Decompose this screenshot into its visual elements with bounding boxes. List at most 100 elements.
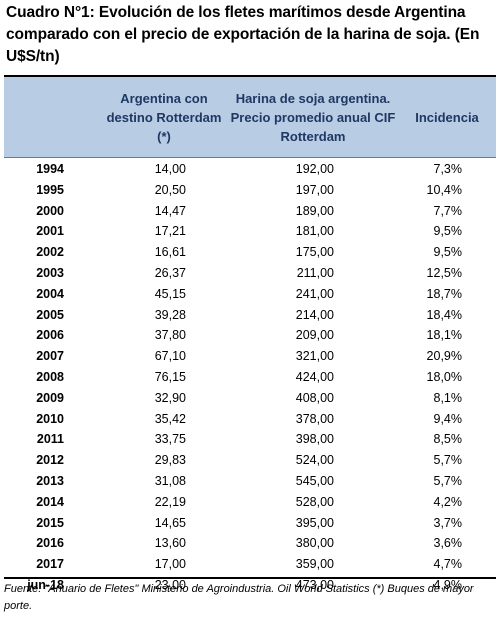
harina-cell: 395,00 (295, 515, 334, 530)
argentina-cell: 22,19 (154, 494, 186, 509)
argentina-cell: 67,10 (154, 349, 186, 364)
harina-cell: 378,00 (295, 411, 334, 426)
incidencia-cell: 3,7% (433, 515, 463, 530)
header-rule (4, 157, 496, 158)
table-row: 2007 67,10 321,00 20,9% (4, 347, 496, 368)
table-row: 2001 17,21 181,00 9,5% (4, 222, 496, 243)
argentina-cell: 45,15 (154, 286, 186, 301)
harina-cell: 209,00 (295, 328, 334, 343)
header-harina-soja: Harina de soja argentina. Precio promedi… (230, 91, 396, 144)
harina-cell: 241,00 (295, 286, 334, 301)
table-body: 1994 14,00 192,00 7,3% 1995 20,50 197,00 10,4%… (4, 160, 496, 597)
harina-cell: 321,00 (295, 349, 334, 364)
argentina-cell: 37,80 (154, 328, 186, 343)
incidencia-cell: 18,0% (426, 369, 462, 384)
argentina-cell: 17,00 (154, 557, 186, 572)
argentina-cell: 29,83 (154, 453, 186, 468)
table-row: 2015 14,65 395,00 3,7% (4, 514, 496, 535)
incidencia-cell: 9,4% (433, 411, 463, 426)
header-argentina-rotterdam: Argentina con destino Rotterdam (*) (106, 91, 222, 144)
year-cell: 2013 (36, 473, 64, 488)
year-cell: 2002 (36, 245, 64, 260)
year-cell: 2006 (36, 328, 64, 343)
table-row: 2013 31,08 545,00 5,7% (4, 472, 496, 493)
table-row: 2016 13,60 380,00 3,6% (4, 534, 496, 555)
harina-cell: 181,00 (295, 224, 334, 239)
incidencia-cell: 18,1% (426, 328, 462, 343)
table-header: Argentina con destino Rotterdam (*) Hari… (4, 77, 496, 157)
year-cell: 1995 (36, 182, 64, 197)
year-cell: 2008 (36, 369, 64, 384)
incidencia-cell: 10,4% (426, 182, 462, 197)
year-cell: jun-18 (27, 577, 64, 592)
argentina-cell: 17,21 (154, 224, 186, 239)
harina-cell: 214,00 (295, 307, 334, 322)
header-incidencia: Incidencia (415, 110, 479, 125)
argentina-cell: 76,15 (154, 369, 186, 384)
year-cell: 2014 (36, 494, 64, 509)
year-cell: 2005 (36, 307, 64, 322)
argentina-cell: 39,28 (154, 307, 186, 322)
harina-cell: 528,00 (295, 494, 334, 509)
incidencia-cell: 18,7% (426, 286, 462, 301)
incidencia-cell: 8,1% (433, 390, 463, 405)
year-cell: 2016 (36, 536, 64, 551)
table-row: 2010 35,42 378,00 9,4% (4, 410, 496, 431)
incidencia-cell: 3,6% (433, 536, 463, 551)
argentina-cell: 35,42 (154, 411, 186, 426)
table-row: 2012 29,83 524,00 5,7% (4, 451, 496, 472)
argentina-cell: 16,61 (154, 245, 186, 260)
harina-cell: 175,00 (295, 245, 334, 260)
table-row: 2003 26,37 211,00 12,5% (4, 264, 496, 285)
harina-cell: 380,00 (295, 536, 334, 551)
incidencia-cell: 12,5% (426, 265, 462, 280)
incidencia-cell: 18,4% (426, 307, 462, 322)
harina-cell: 192,00 (295, 162, 334, 176)
harina-cell: 197,00 (295, 182, 334, 197)
year-cell: 2010 (36, 411, 64, 426)
harina-cell: 189,00 (295, 203, 334, 218)
year-cell: 1994 (36, 162, 64, 176)
argentina-cell: 13,60 (154, 536, 186, 551)
table-row: 2009 32,90 408,00 8,1% (4, 389, 496, 410)
bottom-rule (4, 577, 496, 579)
table-row: 2014 22,19 528,00 4,2% (4, 493, 496, 514)
incidencia-cell: 8,5% (433, 432, 463, 447)
incidencia-cell: 4,9% (433, 577, 463, 592)
incidencia-cell: 9,5% (433, 245, 463, 260)
table-row: 2011 33,75 398,00 8,5% (4, 430, 496, 451)
harina-cell: 359,00 (295, 557, 334, 572)
incidencia-cell: 9,5% (433, 224, 463, 239)
year-cell: 2004 (36, 286, 64, 301)
year-cell: 2012 (36, 453, 64, 468)
argentina-cell: 14,47 (154, 203, 186, 218)
year-cell: 2000 (36, 203, 64, 218)
argentina-cell: 33,75 (154, 432, 186, 447)
harina-cell: 211,00 (296, 265, 334, 280)
incidencia-cell: 5,7% (433, 473, 463, 488)
argentina-cell: 14,00 (154, 162, 186, 176)
argentina-cell: 26,37 (154, 265, 186, 280)
incidencia-cell: 7,7% (433, 203, 463, 218)
year-cell: 2009 (36, 390, 64, 405)
year-cell: 2003 (36, 265, 64, 280)
incidencia-cell: 5,7% (433, 453, 463, 468)
harina-cell: 424,00 (295, 369, 334, 384)
year-cell: 2011 (36, 432, 64, 447)
source-note: Fuente: "Anuario de Fletes" Ministerio d… (4, 583, 474, 612)
table-row: 2005 39,28 214,00 18,4% (4, 306, 496, 327)
table-row: 2004 45,15 241,00 18,7% (4, 285, 496, 306)
argentina-cell: 14,65 (154, 515, 186, 530)
table-row: jun-18 23,00 473,00 4,9% (4, 576, 496, 597)
table-row: 2002 16,61 175,00 9,5% (4, 243, 496, 264)
incidencia-cell: 7,3% (433, 162, 463, 176)
incidencia-cell: 4,7% (433, 557, 463, 572)
incidencia-cell: 20,9% (426, 349, 462, 364)
year-cell: 2007 (36, 349, 64, 364)
harina-cell: 473,00 (295, 577, 334, 592)
argentina-cell: 31,08 (154, 473, 186, 488)
argentina-cell: 20,50 (154, 182, 186, 197)
table-row: 1995 20,50 197,00 10,4% (4, 181, 496, 202)
argentina-cell: 32,90 (154, 390, 186, 405)
top-rule (4, 75, 496, 77)
